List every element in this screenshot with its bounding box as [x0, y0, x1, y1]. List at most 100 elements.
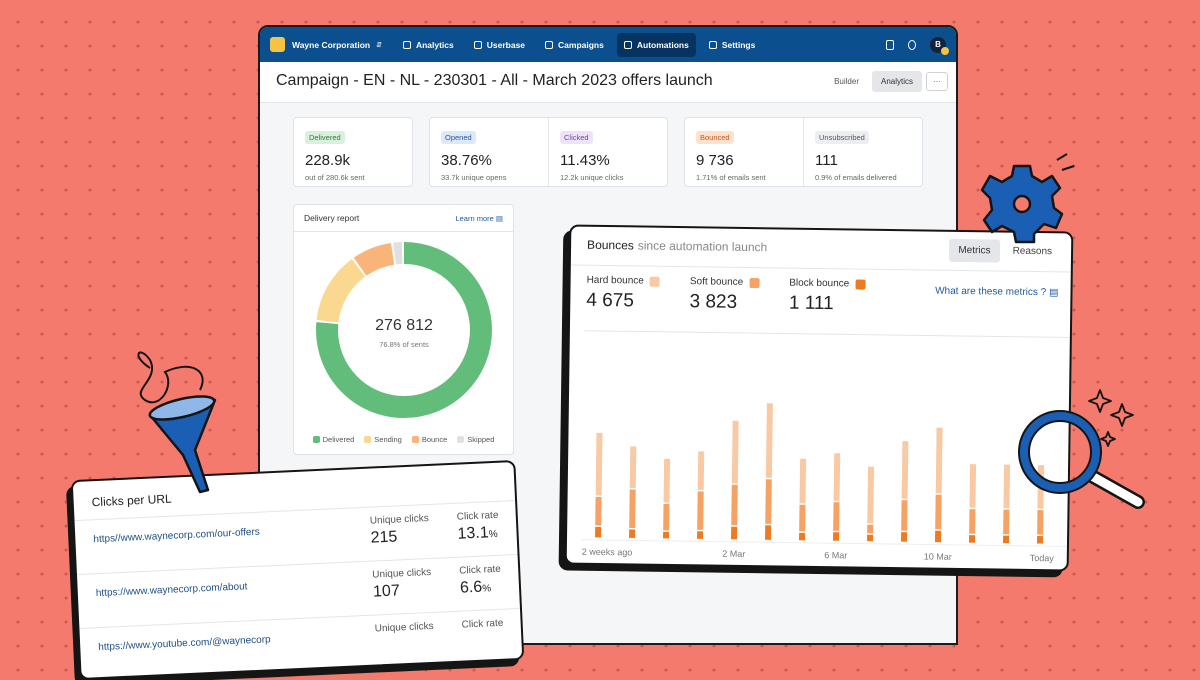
clicks-value: 107 — [372, 582, 401, 601]
bar-segment — [765, 403, 773, 478]
bar-segment — [867, 534, 874, 542]
bounces-card: Bounces since automation launch Metrics Re… — [564, 224, 1074, 572]
nav-item[interactable]: Automations — [616, 32, 696, 57]
brand-name[interactable]: Wayne Corporation — [292, 39, 371, 50]
stat-value: 9 736 — [696, 152, 734, 169]
stat-chip: Unsubscribed — [815, 131, 869, 144]
bar-segment — [595, 432, 603, 496]
header-tab[interactable]: Analytics — [871, 71, 922, 92]
stat-value: 228.9k — [305, 152, 351, 169]
bar-segment — [935, 427, 943, 494]
bar-segment — [833, 502, 840, 531]
donut-chart: 276 812 76.8% of sents — [316, 242, 492, 418]
bar-segment — [833, 453, 841, 501]
rate-number: 6.6 — [459, 578, 483, 597]
x-tick-label: 2 Mar — [722, 549, 745, 559]
sparkles — [1088, 389, 1134, 447]
bar-segment — [968, 535, 976, 543]
header-tab[interactable]: Builder — [834, 77, 859, 86]
bar-segment — [1002, 535, 1010, 544]
learn-more-link[interactable]: Learn more ▤ — [455, 213, 503, 223]
stat-card: Bounced 9 736 1.71% of emails sent Unsubscr… — [684, 117, 923, 187]
brand-chevron[interactable]: ⇵ — [376, 41, 382, 49]
bar-segment — [697, 451, 705, 490]
clicks-value: 215 — [370, 528, 398, 547]
bar-segment — [969, 509, 976, 534]
stat-value: 11.43% — [560, 152, 610, 169]
stat-note: 0.9% of emails delivered — [815, 173, 897, 182]
stat-note: 12.2k unique clicks — [560, 173, 624, 182]
legend-swatch — [364, 436, 372, 443]
nav-label: Campaigns — [558, 39, 604, 50]
avatar-initial: B — [935, 40, 941, 49]
legend-item: Delivered — [312, 435, 354, 444]
nav-label: Userbase — [486, 39, 526, 50]
nav-label: Automations — [636, 39, 689, 50]
stat-card: Delivered 228.9k out of 280.6k sent — [293, 117, 413, 187]
bar-segment — [799, 532, 806, 541]
column-label: Click rate — [456, 509, 499, 523]
bar-segment — [799, 504, 806, 532]
separator — [583, 330, 1070, 338]
nav-item[interactable]: Campaigns — [538, 33, 611, 57]
bar-segment — [765, 479, 772, 524]
scribble — [137, 351, 204, 404]
stat-value: 111 — [815, 152, 838, 169]
avatar[interactable]: B — [930, 36, 949, 55]
x-tick-label: 6 Mar — [824, 550, 847, 560]
stat-chip: Delivered — [305, 131, 345, 144]
nav-right: B — [886, 36, 949, 55]
page-title: Campaign - EN - NL - 230301 - All - Marc… — [276, 72, 713, 89]
rate-value: 6.6% — [460, 578, 502, 598]
url-link[interactable]: https://www.youtube.com/@waynecorp — [98, 634, 271, 654]
legend-label: Skipped — [467, 435, 495, 444]
rate-number: 13.1 — [457, 524, 490, 543]
card-header: Delivery report Learn more ▤ — [294, 205, 513, 232]
stat-item: Bounced 9 736 1.71% of emails sent — [685, 118, 803, 186]
bar-segment — [1003, 464, 1011, 509]
stat-chip: Bounced — [696, 131, 734, 144]
url-link[interactable]: https//www.waynecorp.com/our-offers — [93, 526, 261, 546]
stat-chip: Opened — [441, 131, 476, 144]
clicks-column: Unique clicks 107 — [372, 567, 432, 602]
bar-segment — [697, 491, 704, 530]
stat-item: Unsubscribed 111 0.9% of emails delivered — [803, 118, 922, 186]
column-label: Unique clicks — [374, 620, 434, 635]
rate-unit: % — [488, 528, 498, 541]
bar-segment — [731, 526, 738, 540]
nav-item[interactable]: Settings — [702, 33, 763, 57]
baseline — [580, 539, 1067, 547]
docs-icon[interactable] — [886, 39, 894, 50]
nav-label: Settings — [721, 39, 756, 50]
bar-segment — [765, 525, 772, 540]
x-tick-label: 10 Mar — [924, 551, 952, 561]
stat-card: Opened 38.76% 33.7k unique opens Clicked 11.… — [429, 117, 668, 187]
more-button[interactable]: ··· — [926, 72, 948, 91]
stat-cards: Delivered 228.9k out of 280.6k sent Opened 3… — [293, 117, 923, 187]
nav-item[interactable]: Userbase — [467, 33, 532, 57]
rate-column: Click rate 6.6% — [459, 564, 502, 598]
bar-segment — [867, 524, 874, 534]
nav-items: Analytics Userbase Campaigns Automations Set… — [396, 32, 768, 57]
bar-segment — [731, 484, 738, 526]
clicks-column: Unique clicks 215 — [370, 513, 430, 548]
url-link[interactable]: https://www.waynecorp.com/about — [95, 581, 248, 600]
bar-segment — [629, 529, 636, 538]
x-tick-label: 2 weeks ago — [582, 547, 633, 558]
bar-segment — [629, 446, 637, 488]
donut-total: 276 812 — [375, 317, 433, 334]
rate-column: Click rate 13.1% — [457, 510, 500, 544]
legend-item: Skipped — [457, 435, 494, 444]
launch-icon[interactable] — [908, 39, 916, 50]
bar-segment — [901, 441, 909, 499]
donut-segment — [316, 242, 492, 418]
nav-icon — [623, 40, 632, 49]
legend-item: Bounce — [411, 435, 447, 444]
bar-segment — [663, 458, 671, 503]
nav-icon — [545, 40, 554, 49]
bar-segment — [731, 420, 739, 484]
stat-value: 38.76% — [441, 152, 492, 169]
rate-value: 13.1% — [457, 524, 499, 544]
nav-item[interactable]: Analytics — [396, 33, 461, 57]
